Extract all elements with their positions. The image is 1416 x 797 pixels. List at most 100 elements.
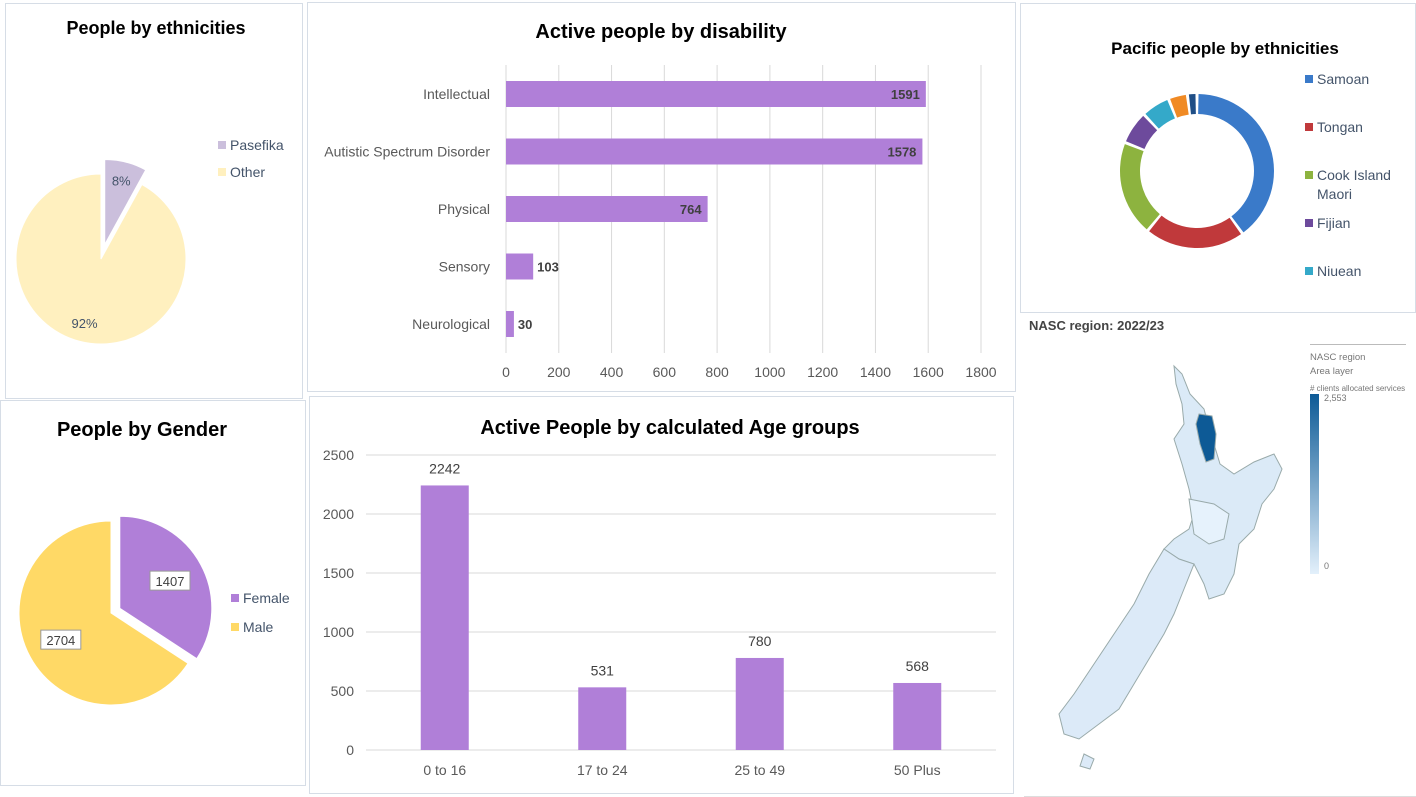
- south-island[interactable]: [1058, 548, 1195, 770]
- pie-slice: [1198, 94, 1274, 233]
- ethnicities-panel: People by ethnicities 8% 92% Pasefika Other: [5, 3, 303, 399]
- data-label: 8%: [112, 173, 131, 188]
- data-label: 103: [537, 260, 559, 275]
- color-gradient-bar: [1310, 394, 1319, 574]
- legend-swatch: [231, 623, 239, 631]
- pie-slice: [1120, 144, 1160, 230]
- x-tick-label: 1000: [754, 364, 785, 380]
- y-tick-label: 2000: [323, 506, 354, 522]
- y-tick-label: Autistic Spectrum Disorder: [324, 144, 490, 160]
- x-tick-label: 50 Plus: [894, 762, 941, 778]
- data-label: 1591: [891, 87, 920, 102]
- age-bar-chart: Active People by calculated Age groups 0 5…: [323, 417, 996, 778]
- nz-map[interactable]: [1024, 314, 1416, 796]
- y-tick-label: 1000: [323, 624, 354, 640]
- data-label: 1407: [156, 574, 185, 589]
- x-tick-label: 1400: [860, 364, 891, 380]
- pie-slice: [1145, 99, 1175, 129]
- x-tick-label: 800: [705, 364, 729, 380]
- scale-min-label: 0: [1324, 561, 1330, 571]
- legend-swatch: [1305, 123, 1313, 131]
- y-tick-label: Neurological: [412, 316, 490, 332]
- data-label-box: [149, 570, 191, 591]
- legend-subtitle: Area layer: [1310, 366, 1354, 377]
- legend-title: NASC region: [1310, 352, 1366, 363]
- map-title: NASC region: 2022/23: [1029, 318, 1165, 333]
- bar: [506, 81, 926, 107]
- legend-swatch: [1305, 171, 1313, 179]
- legend-label: Niuean: [1317, 263, 1361, 279]
- x-tick-label: 17 to 24: [577, 762, 628, 778]
- x-tick-label: 600: [653, 364, 677, 380]
- legend-swatch: [218, 141, 226, 149]
- legend-label: Pasefika: [230, 137, 284, 153]
- color-scale: 2,553 0: [1310, 393, 1406, 574]
- data-label: 92%: [71, 316, 97, 331]
- pacific-donut-chart: Pacific people by ethnicities Samoan Tonga…: [1111, 39, 1391, 279]
- data-label-box: [40, 629, 82, 650]
- y-tick-label: Physical: [438, 201, 490, 217]
- legend-swatch: [1305, 75, 1313, 83]
- chart-title: Active people by disability: [535, 21, 787, 43]
- north-island[interactable]: [1163, 364, 1283, 600]
- y-tick-label: Sensory: [439, 259, 490, 275]
- data-label: 568: [906, 658, 930, 674]
- pie-slice: [104, 158, 147, 245]
- pie-slice: [1125, 115, 1158, 149]
- legend-swatch: [231, 594, 239, 602]
- legend-label: Fijian: [1317, 215, 1350, 231]
- pie-slice: [1188, 94, 1196, 115]
- x-tick-label: 0: [502, 364, 510, 380]
- pie-slice: [1170, 94, 1189, 118]
- legend-label: Cook Island Maori: [1317, 167, 1391, 202]
- pie-slice: [18, 520, 189, 706]
- bar: [735, 657, 784, 750]
- x-tick-label: 200: [547, 364, 571, 380]
- data-label: 780: [748, 633, 772, 649]
- legend-measure: # clients allocated services: [1310, 384, 1406, 393]
- x-tick-label: 0 to 16: [423, 762, 466, 778]
- gender-pie-chart: People by Gender 1407 2704 Female Male: [18, 419, 290, 706]
- x-tick-label: 1200: [807, 364, 838, 380]
- pacific-panel: Pacific people by ethnicities Samoan Tonga…: [1020, 3, 1416, 313]
- bar: [506, 253, 534, 280]
- bar: [893, 682, 942, 750]
- y-tick-label: 500: [331, 683, 355, 699]
- disability-bar-chart: Active people by disability 0 200 400 600 800…: [324, 21, 996, 380]
- chart-title: Active People by calculated Age groups: [480, 417, 859, 439]
- pie-slice: [1149, 215, 1242, 249]
- data-label: 30: [518, 317, 532, 332]
- scale-max-label: 2,553: [1324, 393, 1347, 403]
- y-tick-label: 0: [346, 742, 354, 758]
- bar: [506, 311, 514, 337]
- legend-label: Other: [230, 164, 265, 180]
- chart-title: People by Gender: [57, 419, 227, 441]
- data-label: 531: [591, 662, 615, 678]
- data-label: 1578: [887, 145, 916, 160]
- y-tick-label: 2500: [323, 447, 354, 463]
- legend-label: Samoan: [1317, 71, 1369, 87]
- bar: [578, 687, 627, 750]
- map-panel: NASC region: 2022/23 NASC region Area la…: [1024, 314, 1416, 797]
- chart-title: Pacific people by ethnicities: [1111, 39, 1339, 58]
- x-tick-label: 400: [600, 364, 624, 380]
- bar: [506, 196, 708, 222]
- legend-label: Tongan: [1317, 119, 1363, 135]
- ethnicities-pie-chart: People by ethnicities 8% 92% Pasefika Other: [15, 18, 284, 345]
- y-tick-label: Intellectual: [423, 86, 490, 102]
- x-tick-label: 25 to 49: [734, 762, 785, 778]
- x-tick-label: 1600: [913, 364, 944, 380]
- gender-panel: People by Gender 1407 2704 Female Male: [0, 400, 306, 786]
- x-tick-label: 1800: [965, 364, 996, 380]
- legend-swatch: [1305, 267, 1313, 275]
- chart-title: People by ethnicities: [66, 18, 245, 38]
- data-label: 764: [680, 202, 702, 217]
- y-tick-label: 1500: [323, 565, 354, 581]
- auckland-region: [1195, 413, 1217, 463]
- legend-label: Male: [243, 619, 274, 635]
- disability-panel: Active people by disability 0 200 400 600 800…: [307, 2, 1016, 392]
- bar: [420, 485, 469, 750]
- age-panel: Active People by calculated Age groups 0 5…: [309, 396, 1014, 794]
- map-legend: NASC region Area layer # clients allocat…: [1310, 344, 1406, 574]
- legend-label: Female: [243, 590, 290, 606]
